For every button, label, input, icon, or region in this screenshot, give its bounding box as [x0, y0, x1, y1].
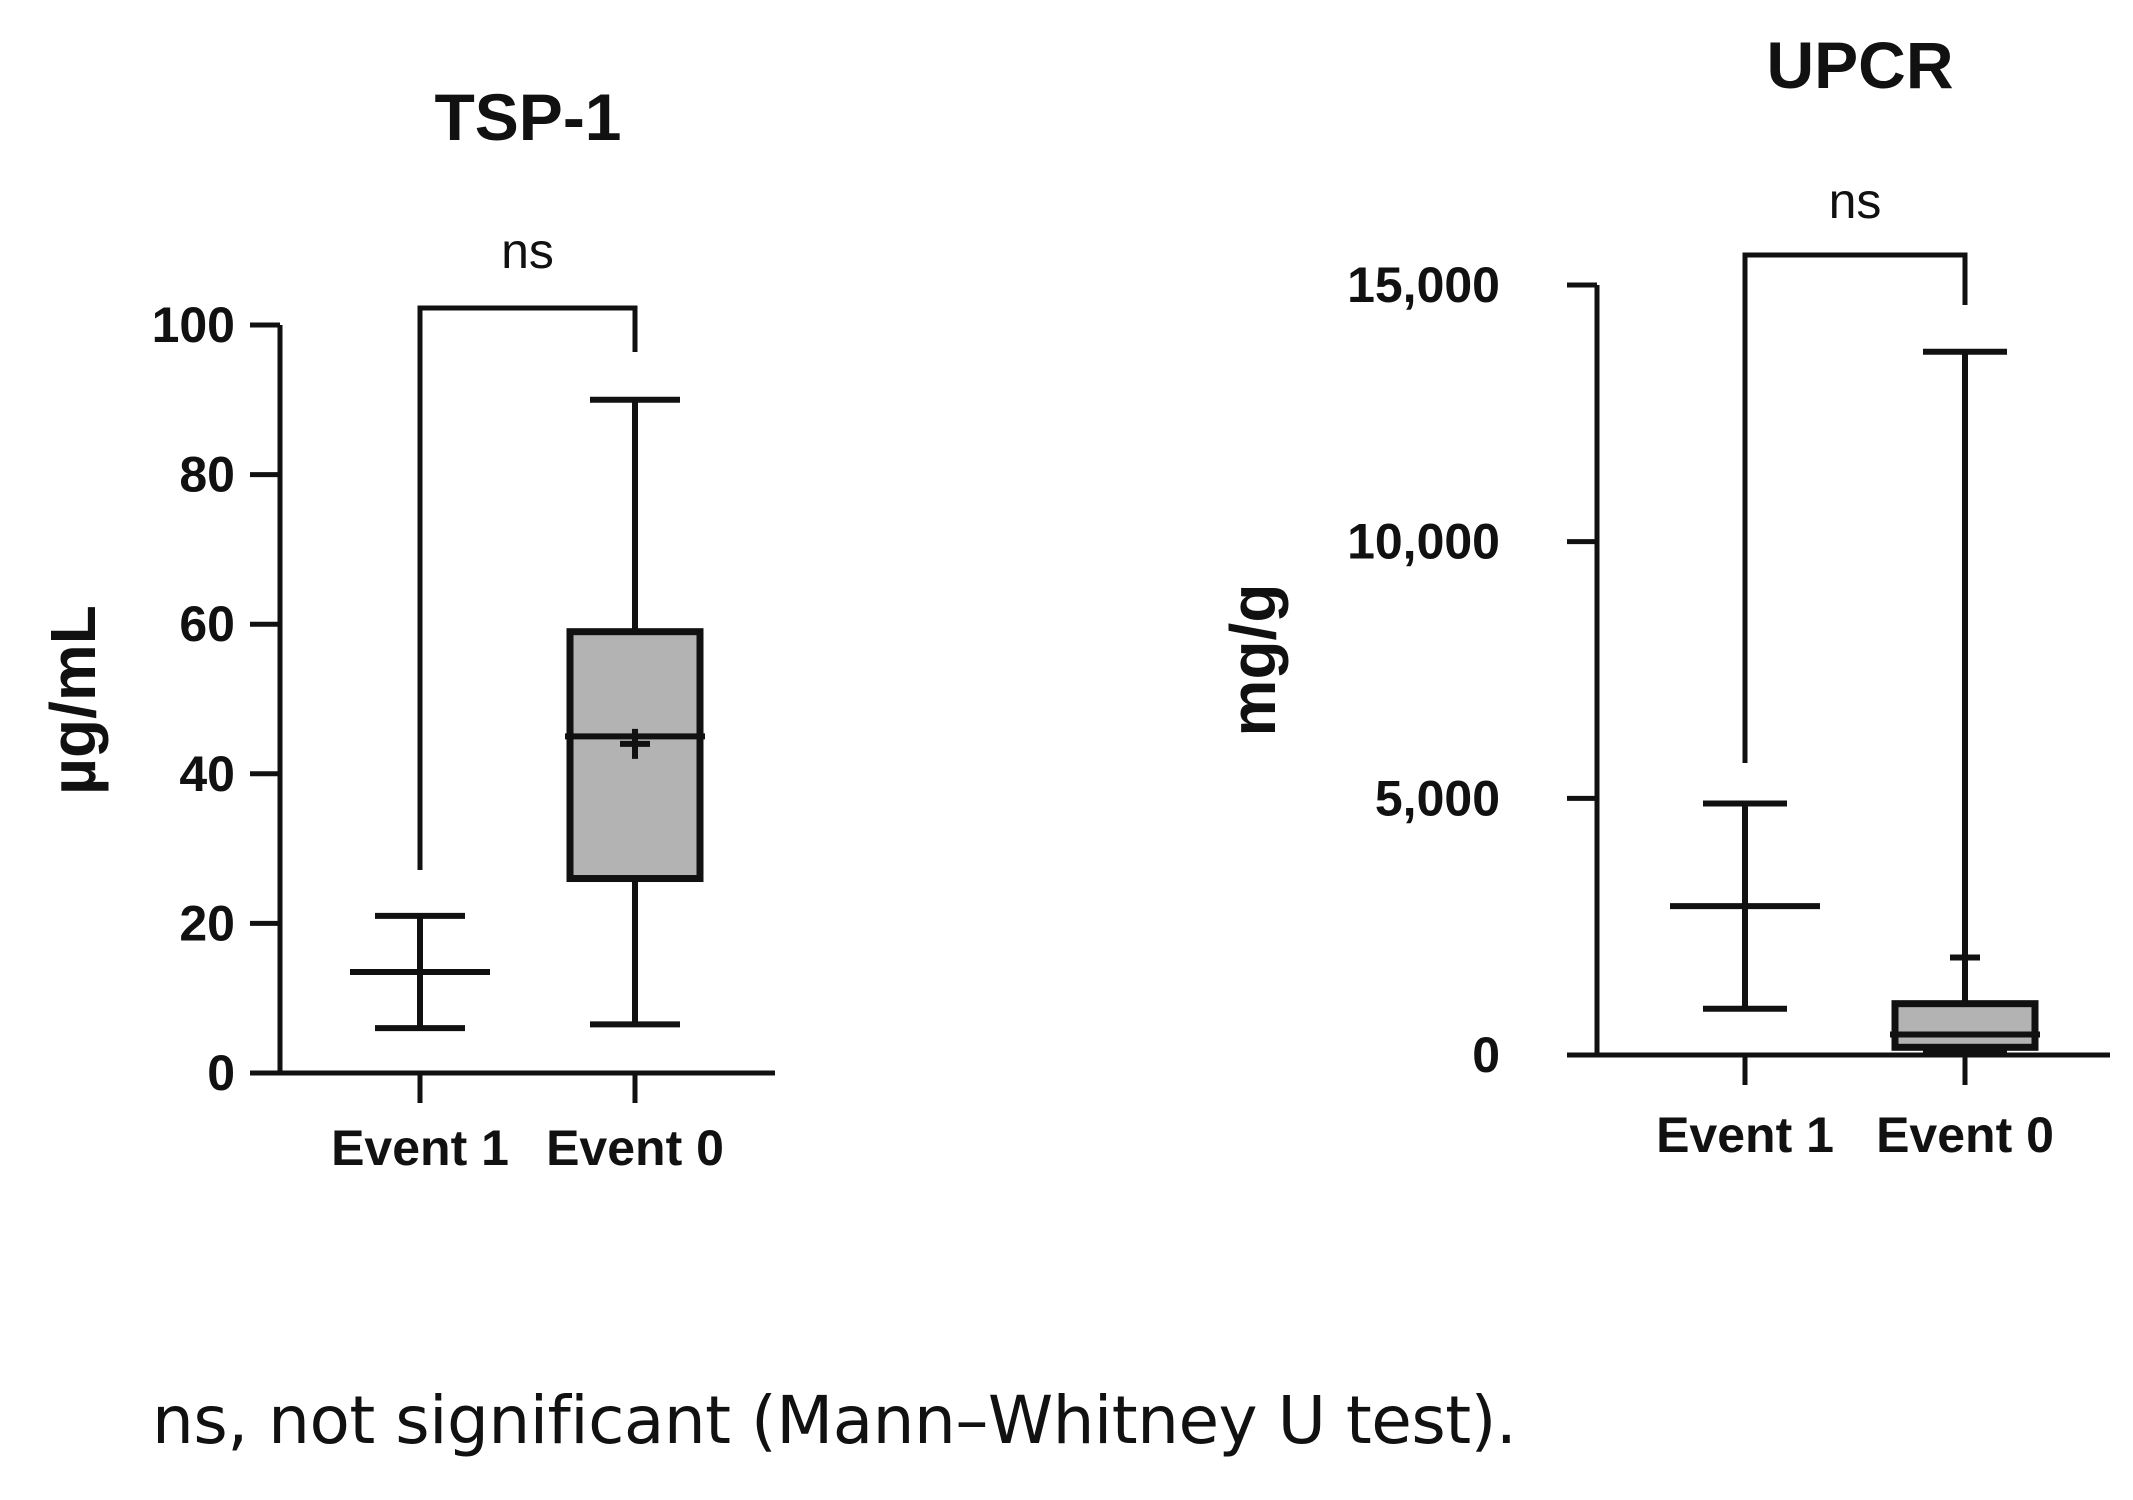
y-tick-label: 10,000: [1347, 514, 1500, 570]
chart-title: UPCR: [1766, 28, 1953, 102]
y-tick-label: 20: [179, 895, 235, 951]
upcr-panel: UPCR mg/g 0 5,000 10,000 15,000 Event 1 Event 0…: [1217, 28, 2110, 1163]
y-tick-label: 5,000: [1375, 770, 1500, 826]
y-tick-label: 100: [152, 297, 235, 353]
significance-bracket: [1742, 252, 1968, 763]
y-tick-label: 15,000: [1347, 257, 1500, 313]
iqr-box: [566, 628, 704, 883]
iqr-box: [1891, 1000, 2039, 1051]
x-tick-label: Event 1: [331, 1120, 509, 1176]
y-tick-label: 0: [207, 1045, 235, 1101]
y-axis-label: mg/g: [1217, 584, 1289, 737]
box-event-1: [1670, 800, 1820, 1012]
y-axis-label: µg/mL: [37, 605, 109, 795]
significance-label: ns: [501, 223, 554, 279]
box-event-1: [350, 912, 490, 1032]
figure-caption: ns, not significant (Mann–Whitney U test…: [152, 1382, 1517, 1459]
chart-title: TSP-1: [434, 80, 621, 154]
y-tick-label: 40: [179, 746, 235, 802]
significance-label: ns: [1829, 173, 1882, 229]
box-event-0: [565, 396, 705, 1028]
box-event-0: [1890, 348, 2040, 1053]
y-tick-label: 0: [1472, 1027, 1500, 1083]
x-tick-label: Event 0: [546, 1120, 724, 1176]
x-tick-label: Event 1: [1656, 1107, 1834, 1163]
tsp1-panel: TSP-1 µg/mL 0 20 40 60 80 100 Event 1 Event 0 ns: [37, 80, 775, 1176]
y-tick-label: 80: [179, 447, 235, 503]
significance-bracket: [417, 305, 638, 870]
x-tick-label: Event 0: [1876, 1107, 2054, 1163]
y-tick-label: 60: [179, 596, 235, 652]
